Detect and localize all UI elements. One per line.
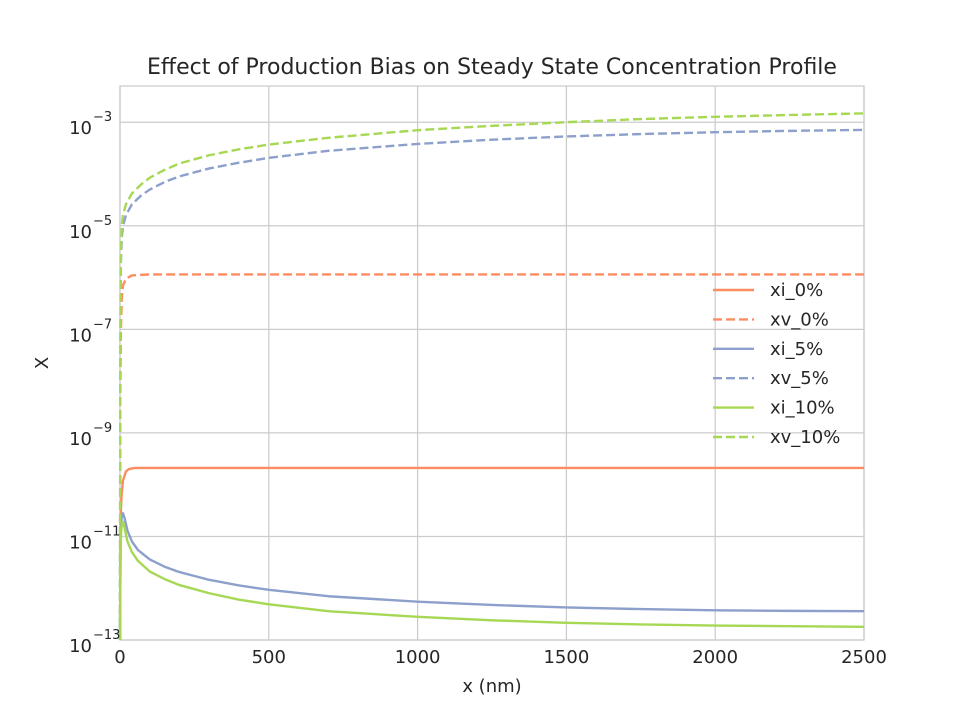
legend-item: xv_0%: [713, 309, 829, 330]
legend-label: xi_0%: [770, 280, 823, 301]
legend-item: xv_10%: [713, 427, 840, 448]
legend-label: xi_10%: [770, 398, 835, 419]
y-tick-base: 10: [69, 222, 92, 243]
x-tick-label: 500: [252, 647, 286, 668]
series-layer: [118, 112, 865, 641]
series-line-xv-10-: [118, 112, 865, 641]
y-tick-label: 10−7: [69, 317, 112, 346]
x-tick-label: 1500: [543, 647, 589, 668]
y-tick-exponent: −5: [93, 214, 112, 229]
legend: xi_0% xv_0% xi_5% xv_5% xi_10% xv_10%: [713, 280, 840, 448]
legend-label: xi_5%: [770, 339, 823, 360]
y-tick-exponent: −3: [93, 110, 112, 125]
chart-title: Effect of Production Bias on Steady Stat…: [147, 55, 837, 80]
x-axis-label: x (nm): [462, 676, 521, 697]
legend-item: xi_0%: [713, 280, 823, 301]
y-tick-base: 10: [69, 429, 92, 450]
legend-label: xv_0%: [770, 309, 829, 330]
series-line-xi-10-: [118, 520, 865, 641]
y-tick-base: 10: [69, 325, 92, 346]
series-line-xv-0-: [118, 273, 864, 641]
y-tick-label: 10−9: [69, 421, 112, 450]
x-axis-ticks: 0 500 1000 1500 2000 2500: [114, 647, 887, 668]
series-line-xi-5-: [118, 512, 865, 641]
y-tick-exponent: −7: [93, 317, 112, 332]
plot-area: [118, 85, 865, 641]
legend-item: xi_10%: [713, 398, 835, 419]
x-tick-label: 0: [114, 647, 125, 668]
y-tick-base: 10: [69, 532, 92, 553]
grid-lines: [119, 86, 865, 641]
y-tick-exponent: −9: [93, 421, 112, 436]
x-tick-label: 2000: [692, 647, 738, 668]
y-tick-label: 10−13: [69, 628, 120, 657]
legend-item: xv_5%: [713, 368, 829, 389]
y-tick-base: 10: [69, 118, 92, 139]
legend-item: xi_5%: [713, 339, 823, 360]
y-tick-exponent: −13: [93, 628, 120, 643]
x-tick-label: 1000: [395, 647, 441, 668]
legend-label: xv_5%: [770, 368, 829, 389]
y-tick-label: 10−5: [69, 214, 112, 243]
y-tick-label: 10−3: [69, 110, 112, 139]
series-line-xi-0-: [118, 466, 864, 641]
y-tick-exponent: −11: [93, 524, 120, 539]
legend-label: xv_10%: [770, 427, 840, 448]
x-tick-label: 2500: [841, 647, 887, 668]
y-axis-label: X: [32, 357, 53, 369]
plot-background: [120, 86, 864, 640]
y-tick-label: 10−11: [69, 524, 120, 553]
y-tick-base: 10: [69, 636, 92, 657]
